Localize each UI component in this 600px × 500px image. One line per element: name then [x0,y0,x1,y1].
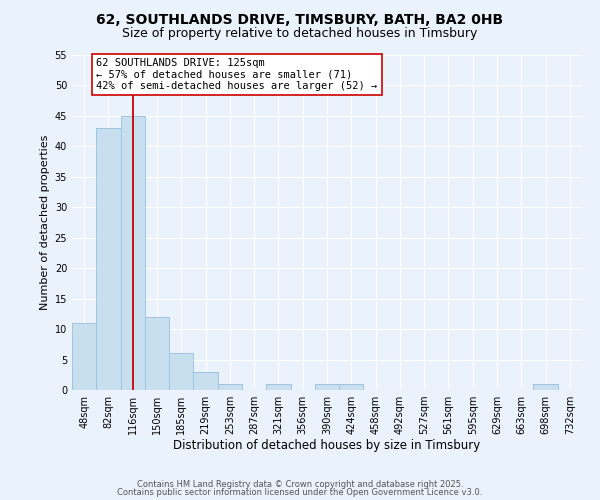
Bar [339,384,364,390]
X-axis label: Distribution of detached houses by size in Timsbury: Distribution of detached houses by size … [173,438,481,452]
Text: 62 SOUTHLANDS DRIVE: 125sqm
← 57% of detached houses are smaller (71)
42% of sem: 62 SOUTHLANDS DRIVE: 125sqm ← 57% of det… [96,58,377,91]
Bar [193,372,218,390]
Text: Size of property relative to detached houses in Timsbury: Size of property relative to detached ho… [122,28,478,40]
Bar [533,384,558,390]
Bar [121,116,145,390]
Bar [266,384,290,390]
Bar [72,323,96,390]
Text: Contains HM Land Registry data © Crown copyright and database right 2025.: Contains HM Land Registry data © Crown c… [137,480,463,489]
Text: 62, SOUTHLANDS DRIVE, TIMSBURY, BATH, BA2 0HB: 62, SOUTHLANDS DRIVE, TIMSBURY, BATH, BA… [97,12,503,26]
Y-axis label: Number of detached properties: Number of detached properties [40,135,50,310]
Text: Contains public sector information licensed under the Open Government Licence v3: Contains public sector information licen… [118,488,482,497]
Bar [315,384,339,390]
Bar [169,354,193,390]
Bar [96,128,121,390]
Bar [218,384,242,390]
Bar [145,317,169,390]
